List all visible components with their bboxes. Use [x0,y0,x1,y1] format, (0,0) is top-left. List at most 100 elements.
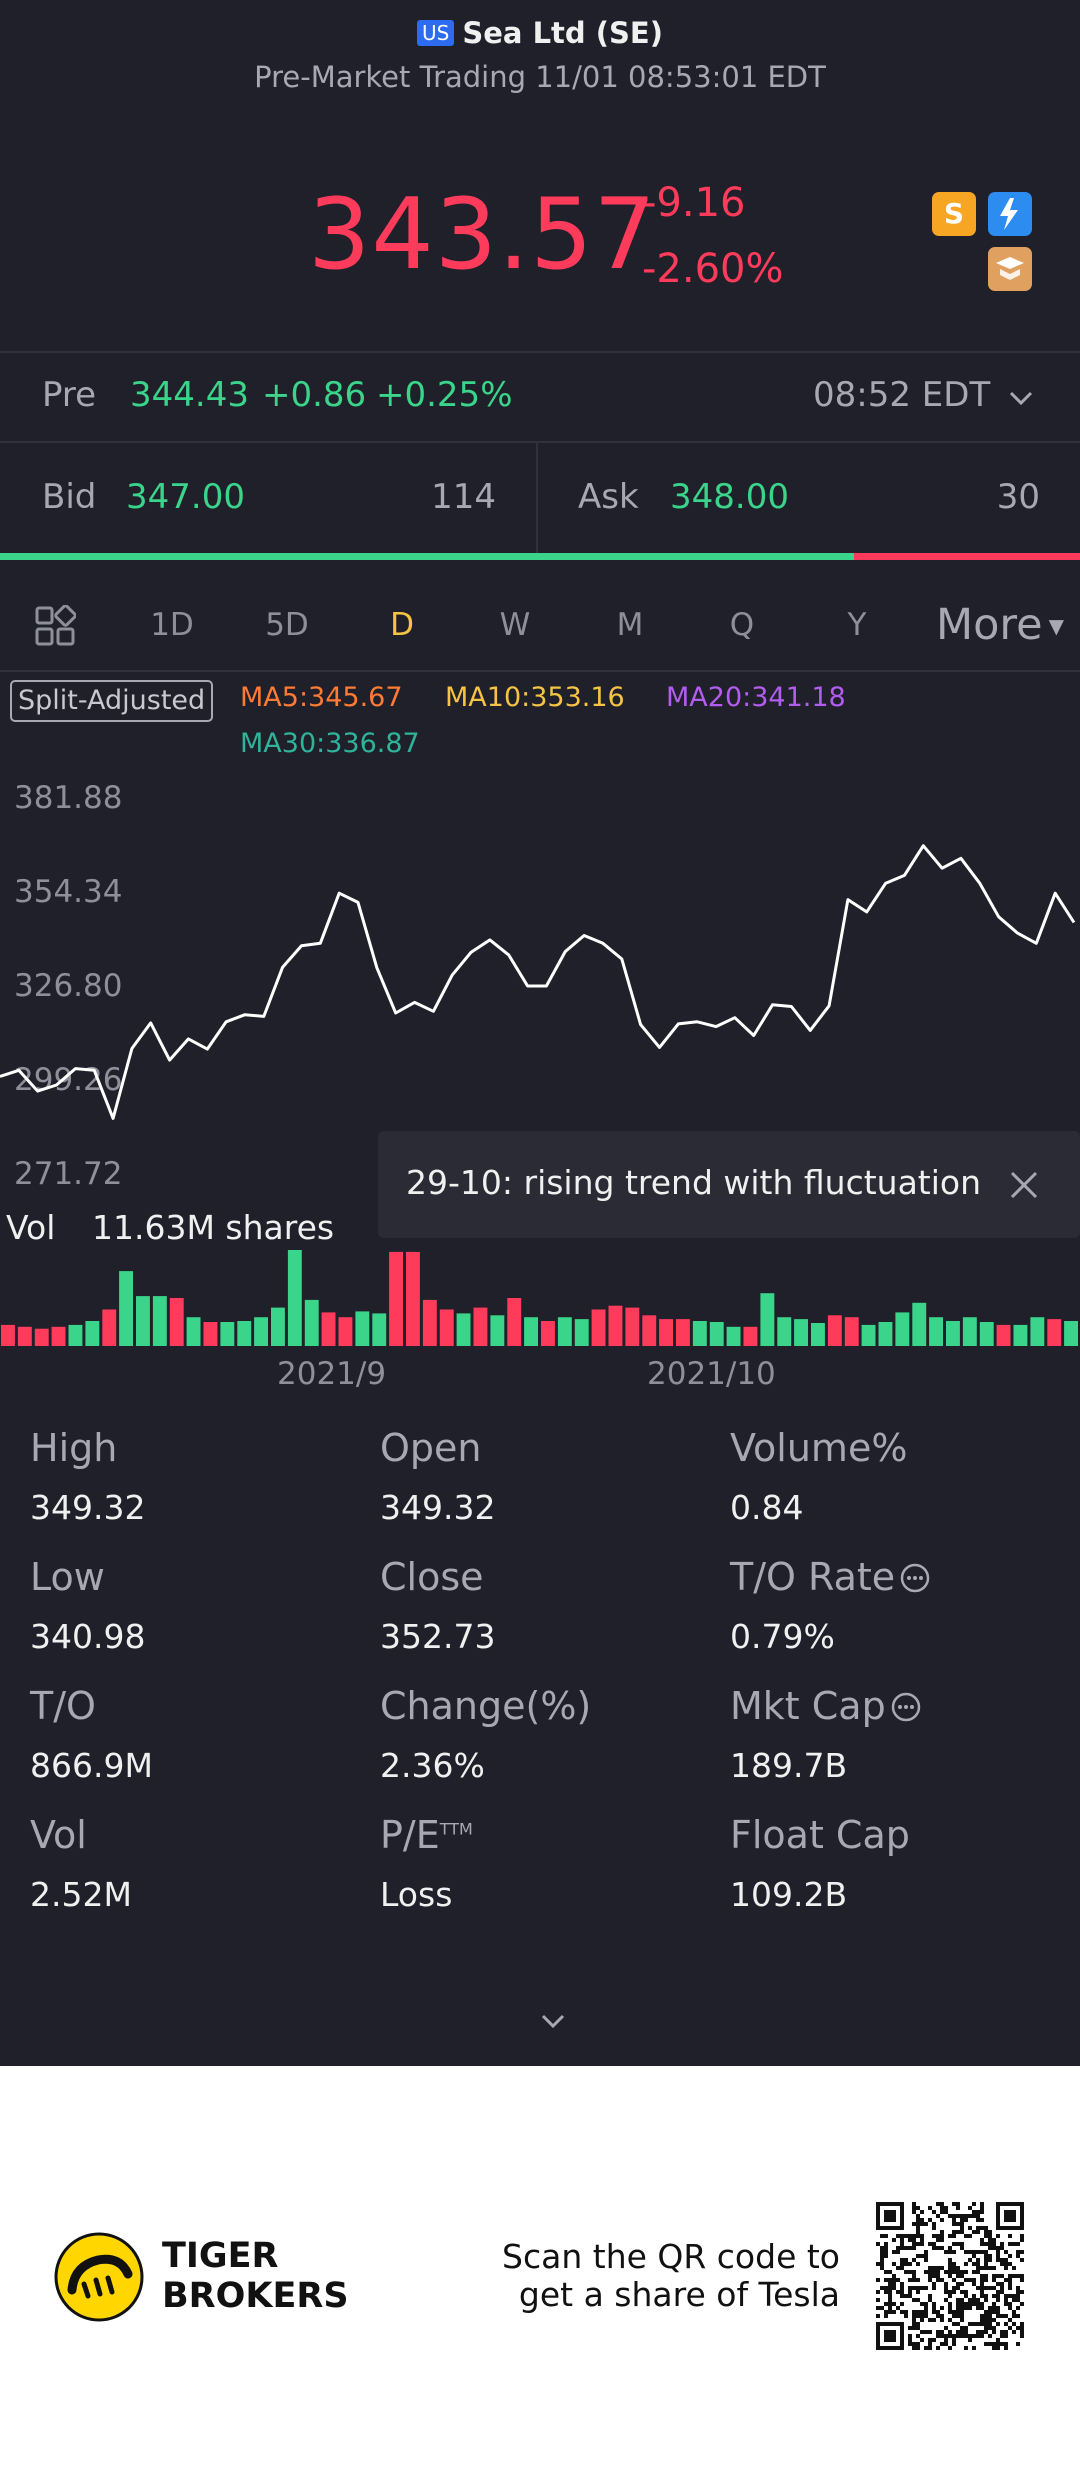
volume-bar [220,1322,235,1346]
education-icon[interactable] [988,247,1032,291]
info-more-icon[interactable] [886,1684,922,1728]
more-tab[interactable]: More ▼ [920,577,1080,673]
volume-bar [709,1322,724,1346]
volume-bar [51,1326,66,1346]
y-tick: 271.72 [14,1156,123,1192]
market-badge: US [417,20,455,46]
volume-bar [777,1317,792,1346]
brand-line2: BROKERS [162,2276,349,2316]
pre-price: 344.43 [130,375,249,415]
volume-bar [203,1322,218,1346]
volume-bar [1,1324,15,1346]
price-chart[interactable] [0,780,1080,1180]
x-tick: 2021/9 [277,1356,387,1392]
info-more-icon[interactable] [895,1555,931,1599]
stat-label: P/ETTM [380,1813,473,1857]
pre-label: Pre [42,375,97,415]
stat-label: Volume% [730,1426,907,1470]
stat-label-text: T/O Rate [730,1555,896,1599]
volume-bar [102,1309,117,1346]
split-adjusted-toggle[interactable]: Split-Adjusted [10,680,214,722]
volume-bar [625,1307,640,1346]
tab-y[interactable]: Y [847,607,867,643]
volume-bar [541,1321,555,1346]
bid-label: Bid [42,477,97,517]
volume-bar [827,1315,842,1346]
volume-bar [760,1293,775,1346]
pre-change: +0.86 [262,375,367,415]
tab-1d[interactable]: 1D [150,607,194,643]
tab-w[interactable]: W [499,607,531,643]
volume-bar [642,1315,657,1346]
lightning-level-icon[interactable] [988,192,1032,236]
stat-label-text: T/O [30,1684,96,1728]
ask-label: Ask [578,477,639,517]
volume-bar [979,1322,994,1346]
stat-value: 109.2B [730,1875,848,1914]
tiger-logo-icon [54,2232,144,2322]
chevron-down-icon[interactable] [1006,383,1036,413]
trend-tooltip: 29-10: rising trend with fluctuation [378,1131,1080,1238]
pre-change-percent: +0.25% [376,375,513,415]
bid-ask-divider [536,443,538,553]
volume-bar [591,1309,606,1346]
stat-label: High [30,1426,117,1470]
volume-bar [338,1317,353,1346]
volume-bar [152,1296,167,1346]
volume-bar [271,1307,285,1346]
y-tick: 381.88 [14,780,123,816]
tab-d[interactable]: D [390,607,414,643]
close-icon[interactable] [1008,1169,1040,1201]
volume-bar [794,1319,808,1346]
volume-bar [929,1317,943,1346]
promo-line1: Scan the QR code to [502,2237,840,2276]
stat-value: 349.32 [30,1488,146,1527]
volume-bar [439,1309,454,1346]
volume-bar [321,1312,336,1346]
promo-text: Scan the QR code to get a share of Tesla [500,2238,840,2314]
ma5-value: MA5:345.67 [240,682,403,713]
more-label: More [936,600,1043,650]
dollar-icon[interactable]: S [932,192,976,236]
bid-ask-bar-fill [0,553,855,560]
tab-5d[interactable]: 5D [265,607,309,643]
bid-size: 114 [431,477,496,517]
stat-label: Mkt Cap [730,1684,922,1728]
ask-price: 348.00 [670,477,789,517]
volume-chart[interactable] [0,1248,1080,1348]
expand-chevron-icon[interactable] [538,2006,568,2036]
stat-label-text: Volume% [730,1426,908,1470]
volume-bar [726,1326,741,1346]
volume-bar [68,1324,83,1346]
volume-bar [507,1298,522,1346]
tab-m[interactable]: M [616,607,644,643]
stat-value: 340.98 [30,1617,146,1656]
y-tick: 326.80 [14,968,123,1004]
volume-bar [1064,1321,1078,1346]
pre-market-row[interactable]: Pre 344.43 +0.86 +0.25% 08:52 EDT [0,353,1080,441]
ma10-value: MA10:353.16 [445,682,625,713]
brand-line1: TIGER [162,2236,279,2276]
volume-bar [1047,1319,1062,1346]
tab-q[interactable]: Q [729,607,755,643]
volume-bar [608,1305,623,1346]
volume-bar [692,1321,707,1346]
caret-down-icon: ▼ [1048,614,1064,638]
stat-label-text: Close [380,1555,484,1599]
stat-value: 2.36% [380,1746,485,1785]
trading-status: Pre-Market Trading 11/01 08:53:01 EDT [254,60,826,94]
pe-ttm-superscript: TTM [439,1819,473,1839]
x-tick: 2021/10 [647,1356,776,1392]
volume-bar [304,1299,319,1346]
volume-bar [1030,1317,1045,1346]
volume-bar [895,1312,910,1346]
volume-label: Vol [6,1208,56,1247]
divider [0,670,1080,672]
grid-layout-icon[interactable] [34,605,76,647]
stat-value: 189.7B [730,1746,848,1785]
price-change-percent: -2.60% [642,246,784,292]
volume-bar [422,1299,437,1346]
volume-bar [962,1317,977,1346]
qr-code-icon[interactable] [876,2202,1024,2350]
volume-bar [136,1296,150,1346]
